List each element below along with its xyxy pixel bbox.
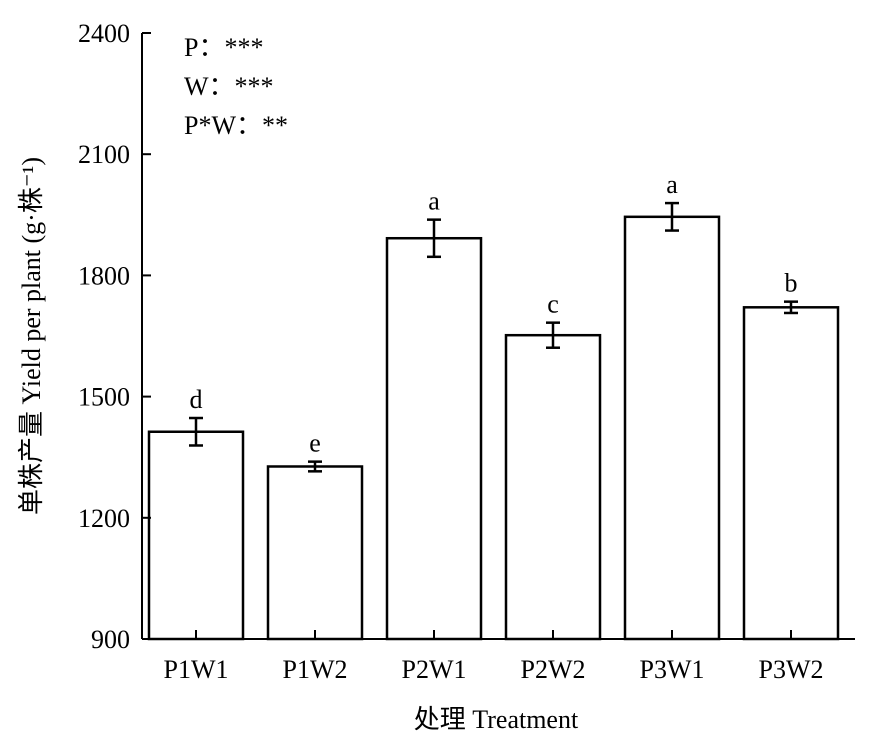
annotation-p: P：*** bbox=[184, 33, 263, 62]
significance-letter: a bbox=[666, 170, 678, 199]
y-tick-label: 900 bbox=[91, 625, 130, 654]
significance-letter: d bbox=[190, 385, 203, 414]
bar bbox=[266, 465, 364, 641]
annotation-w: W：*** bbox=[184, 72, 274, 101]
bar bbox=[147, 430, 245, 641]
y-tick-label: 1200 bbox=[78, 504, 130, 533]
significance-letter: c bbox=[547, 290, 559, 319]
significance-letter: a bbox=[428, 187, 440, 216]
axes-layer bbox=[141, 33, 855, 640]
x-tick-label: P1W1 bbox=[164, 655, 229, 684]
x-tick-label: P1W2 bbox=[283, 655, 348, 684]
significance-letter: b bbox=[785, 269, 798, 298]
y-tick-label: 1800 bbox=[78, 261, 130, 290]
annotation-pw: P*W：** bbox=[184, 111, 288, 140]
x-tick-label: P3W2 bbox=[759, 655, 824, 684]
y-tick-label: 2100 bbox=[78, 140, 130, 169]
bar bbox=[385, 236, 483, 641]
bars-layer: d e a c a b bbox=[147, 170, 840, 641]
x-tick-label: P2W1 bbox=[402, 655, 467, 684]
x-tick-label: P3W1 bbox=[640, 655, 705, 684]
x-tick-label: P2W2 bbox=[521, 655, 586, 684]
y-tick-label: 1500 bbox=[78, 383, 130, 412]
y-tick-label: 2400 bbox=[78, 19, 130, 48]
bar bbox=[504, 333, 602, 641]
significance-letter: e bbox=[309, 429, 321, 458]
ticks-layer: 900 1200 1500 1800 2100 2400 P1W1 P1W2 P2W1 P2W2 P… bbox=[78, 19, 824, 684]
bar bbox=[742, 306, 840, 641]
y-axis-label: 单株产量 Yield per plant (g·株⁻¹) bbox=[17, 157, 46, 515]
x-axis-label: 处理 Treatment bbox=[414, 705, 579, 734]
annotations: P：*** W：*** P*W：** bbox=[184, 33, 288, 140]
bar bbox=[623, 215, 721, 641]
